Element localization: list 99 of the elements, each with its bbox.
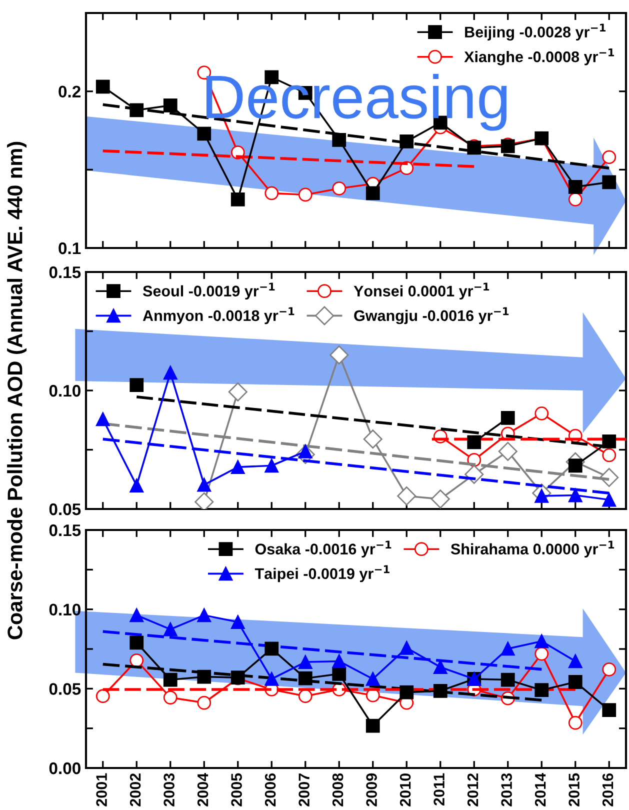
y-tick-label: 0.05 — [49, 683, 81, 695]
point — [163, 622, 178, 636]
point — [602, 662, 616, 676]
x-tick-label: 2004 — [197, 772, 208, 806]
point — [500, 411, 515, 425]
point — [163, 366, 178, 380]
point — [298, 671, 312, 686]
x-tick-label: 2013 — [501, 773, 512, 806]
point — [568, 192, 582, 206]
point — [130, 478, 144, 492]
point — [130, 608, 144, 622]
point — [534, 634, 549, 648]
point — [332, 182, 346, 196]
point — [500, 642, 515, 656]
point — [433, 660, 448, 674]
x-tick-label: 2003 — [164, 773, 174, 806]
point — [197, 608, 212, 622]
x-tick-label: 2002 — [130, 773, 141, 806]
legend-label: Beijing -0.0028 yr$^{−1}$ — [465, 24, 606, 41]
legend-label: Gwangju -0.0016 yr$^{−1}$ — [354, 307, 509, 324]
point — [366, 672, 380, 686]
point — [230, 192, 245, 206]
legend-label: Taipei -0.0019 yr$^{−1}$ — [254, 565, 390, 582]
point — [163, 690, 178, 704]
point — [332, 132, 346, 147]
x-tick-label: 2001 — [96, 773, 107, 806]
point — [467, 435, 482, 450]
point — [568, 654, 582, 668]
y-tick-label: 0.1 — [58, 242, 81, 254]
point — [602, 703, 616, 718]
y-tick-label: 0.00 — [49, 762, 80, 774]
legend-label: Yonsei 0.0001 yr$^{−1}$ — [354, 282, 490, 300]
point — [163, 672, 178, 687]
point — [534, 406, 549, 420]
y-tick-label: 0.15 — [49, 524, 81, 536]
point — [298, 188, 312, 202]
legend-label: Seoul -0.0019 yr$^{−1}$ — [142, 282, 275, 300]
legend-label: Shirahama 0.0000 yr$^{−1}$ — [450, 540, 614, 558]
legend-label: Anmyon -0.0018 yr$^{−1}$ — [142, 307, 294, 324]
y-tick-label: 0.2 — [58, 86, 80, 98]
point — [130, 378, 144, 392]
point — [534, 683, 549, 698]
x-tick-label: 2011 — [434, 773, 444, 806]
point — [96, 412, 110, 426]
point — [602, 492, 616, 507]
point — [197, 696, 212, 710]
point — [500, 672, 515, 687]
point — [197, 478, 212, 492]
point — [534, 646, 549, 661]
y-tick-label: 0.15 — [49, 266, 81, 278]
point — [430, 490, 450, 509]
point — [568, 458, 582, 473]
point — [163, 98, 178, 112]
y-axis-title: Coarse-mode Pollution AOD (Annual AVE. 440 nm) — [7, 142, 26, 640]
point — [264, 672, 279, 686]
x-tick-label: 2007 — [298, 774, 310, 806]
point — [366, 186, 380, 200]
point — [96, 80, 110, 94]
point — [568, 716, 582, 730]
y-tick-label: 0.10 — [49, 384, 80, 397]
point — [194, 492, 214, 509]
point — [332, 666, 346, 681]
x-tick-label: 2010 — [400, 773, 411, 806]
point — [568, 488, 582, 502]
point — [130, 103, 144, 118]
point — [264, 642, 279, 656]
x-tick-label: 2009 — [366, 773, 377, 806]
point — [197, 670, 212, 684]
x-tick-label: 2008 — [332, 773, 344, 806]
x-tick-label: 2005 — [231, 773, 242, 806]
point — [130, 636, 144, 650]
point — [568, 180, 582, 194]
point — [264, 186, 279, 200]
point — [298, 655, 312, 669]
point — [400, 685, 414, 700]
point — [366, 718, 380, 733]
point — [330, 345, 349, 364]
x-tick-label: 2014 — [534, 772, 546, 806]
point — [602, 434, 616, 448]
point — [264, 458, 279, 473]
point — [332, 654, 346, 668]
point — [363, 430, 382, 449]
x-tick-label: 2012 — [467, 773, 478, 806]
x-tick-label: 2015 — [568, 773, 580, 806]
x-tick-label: 2016 — [602, 773, 614, 806]
point — [433, 684, 448, 698]
x-tick-label: 2006 — [264, 773, 276, 806]
point — [568, 675, 582, 689]
legend-label: Xianghe -0.0008 yr$^{−1}$ — [464, 48, 614, 66]
point — [400, 640, 414, 655]
point — [397, 486, 416, 506]
point — [602, 175, 616, 190]
legend-label: Osaka -0.0016 yr$^{−1}$ — [255, 540, 392, 558]
point — [400, 134, 414, 148]
point — [130, 653, 144, 668]
y-tick-label: 0.05 — [49, 503, 81, 516]
y-tick-label: 0.10 — [49, 604, 80, 616]
point — [230, 460, 245, 474]
point — [230, 615, 245, 629]
